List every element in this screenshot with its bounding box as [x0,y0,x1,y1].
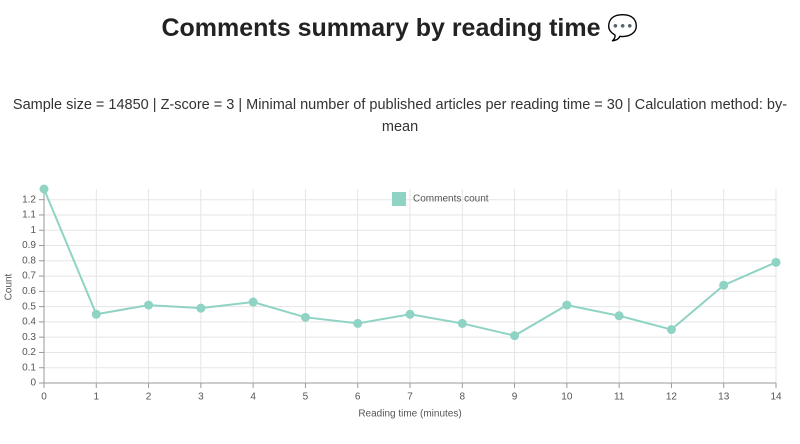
y-tick-label: 0.5 [22,301,36,312]
x-tick-label: 4 [250,392,256,403]
data-point [248,297,258,307]
data-point [196,303,206,313]
data-point [771,257,781,267]
data-point [457,318,467,328]
x-tick-label: 1 [94,392,100,403]
subtitle: Sample size = 14850 | Z-score = 3 | Mini… [12,97,788,135]
x-tick-label: 14 [770,392,782,403]
legend-swatch [392,192,406,206]
data-point [144,300,154,310]
x-tick-label: 8 [460,392,466,403]
title: Comments summary by reading time 💬 [161,14,639,42]
x-tick-label: 2 [146,392,152,403]
y-tick-label: 1.1 [22,210,36,221]
y-tick-label: 0.2 [22,347,36,358]
data-point [614,311,624,321]
x-tick-label: 7 [407,392,413,403]
x-tick-label: 0 [41,392,47,403]
y-tick-label: 0 [30,378,36,389]
data-point [91,309,101,319]
x-tick-label: 10 [561,392,573,403]
y-axis-label: Count [4,273,15,300]
data-point [300,312,310,322]
y-tick-label: 1 [30,225,36,236]
data-point [719,280,729,290]
x-tick-label: 11 [614,392,625,403]
y-tick-label: 0.6 [22,286,36,297]
x-axis-label: Reading time (minutes) [358,409,461,420]
legend-label: Comments count [413,194,489,205]
y-tick-label: 1.2 [22,194,36,205]
data-point [666,325,676,335]
y-tick-label: 0.4 [22,317,36,328]
y-tick-label: 0.7 [22,271,36,282]
y-tick-label: 0.8 [22,255,36,266]
x-tick-label: 13 [718,392,730,403]
data-point [353,318,363,328]
data-point [39,184,49,194]
y-tick-label: 0.3 [22,332,36,343]
x-tick-label: 5 [303,392,309,403]
y-tick-label: 0.1 [22,362,36,373]
x-tick-label: 9 [512,392,518,403]
data-point [405,309,415,319]
x-tick-label: 3 [198,392,204,403]
data-point [510,331,520,341]
x-tick-label: 12 [666,392,678,403]
x-tick-label: 6 [355,392,361,403]
y-tick-label: 0.9 [22,240,36,251]
data-point [562,300,572,310]
